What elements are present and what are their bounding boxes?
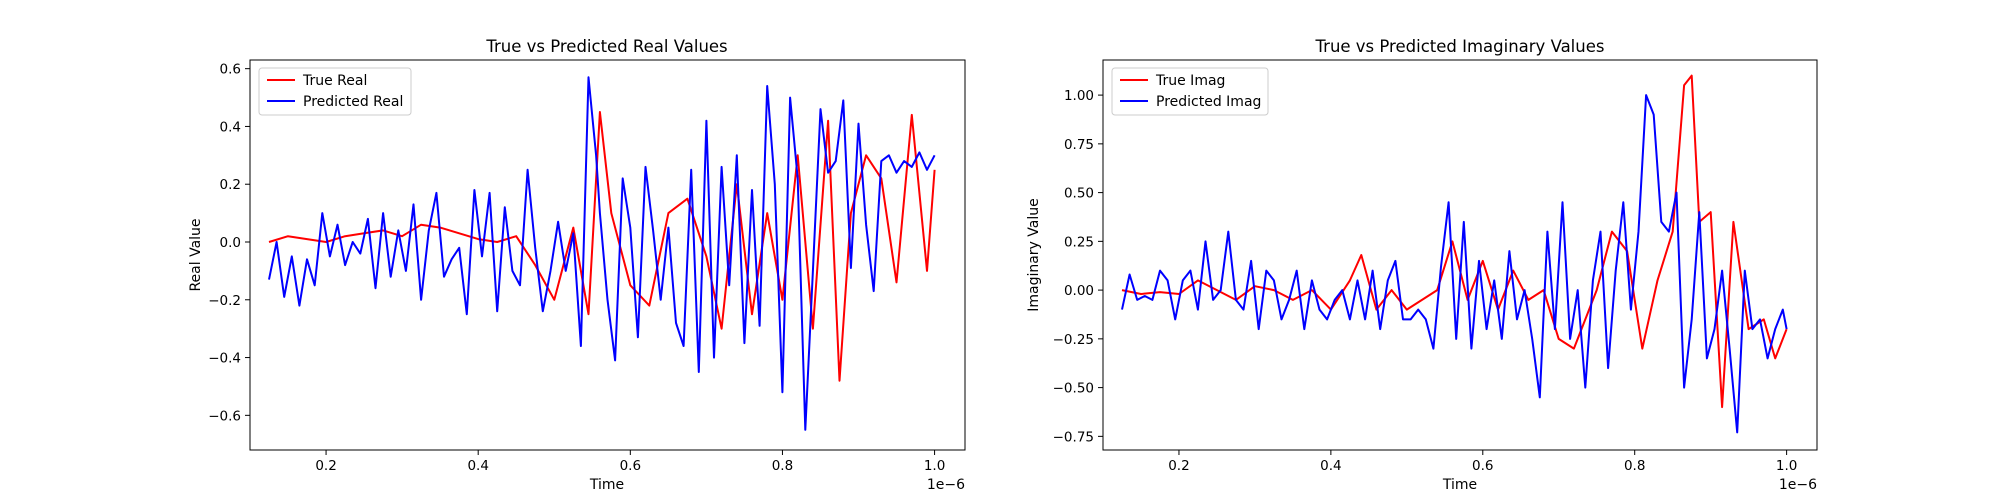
y-tick-label: 0.75 — [1064, 137, 1094, 153]
series-line-true-real — [268, 111, 936, 382]
x-tick-label: 0.8 — [772, 458, 793, 474]
x-axis-label: Time — [1442, 477, 1477, 493]
legend-label-predicted-imag: Predicted Imag — [1156, 94, 1261, 110]
x-tick-label: 1.0 — [1776, 458, 1797, 474]
y-tick-label: −0.25 — [1053, 332, 1094, 348]
x-axis-ticks: 0.2 0.4 0.6 0.8 1.0 — [1168, 450, 1797, 474]
y-tick-label: 0.4 — [220, 119, 241, 135]
y-tick-label: −0.2 — [208, 293, 241, 309]
axes-frame — [1102, 59, 1818, 451]
x-axis-ticks: 0.2 0.4 0.6 0.8 1.0 — [315, 450, 945, 474]
y-tick-label: −0.75 — [1053, 429, 1094, 445]
y-tick-label: 0.6 — [220, 62, 241, 78]
legend-label-true-real: True Real — [302, 73, 367, 89]
x-tick-label: 0.6 — [1472, 458, 1493, 474]
chart-title: True vs Predicted Real Values — [485, 37, 727, 56]
y-tick-label: −0.4 — [208, 351, 241, 367]
y-tick-label: −0.6 — [208, 408, 241, 424]
series-line-predicted-real — [268, 76, 936, 431]
x-tick-label: 1.0 — [924, 458, 945, 474]
legend: True Real Predicted Real — [258, 67, 412, 116]
y-tick-label: −0.50 — [1053, 381, 1094, 397]
y-tick-label: 0.50 — [1064, 186, 1094, 202]
x-tick-label: 0.2 — [1168, 458, 1189, 474]
x-tick-label: 0.6 — [620, 458, 641, 474]
plot-area — [268, 76, 936, 431]
y-tick-label: 0.2 — [220, 177, 241, 193]
y-tick-label: 0.25 — [1064, 234, 1094, 250]
x-axis-offset-label: 1e−6 — [1779, 477, 1817, 493]
legend: True Imag Predicted Imag — [1111, 67, 1269, 116]
axes-frame — [249, 59, 966, 451]
y-tick-label: 1.00 — [1064, 88, 1094, 104]
y-tick-label: 0.00 — [1064, 283, 1094, 299]
imaginary-values-chart: True vs Predicted Imaginary Values 0.2 0.… — [1026, 37, 1818, 493]
x-tick-label: 0.4 — [467, 458, 488, 474]
y-axis-ticks: −0.6 −0.4 −0.2 0.0 0.2 0.4 0.6 — [208, 62, 250, 424]
x-tick-label: 0.4 — [1320, 458, 1341, 474]
y-tick-label: 0.0 — [220, 235, 241, 251]
real-values-chart: True vs Predicted Real Values 0.2 0.4 0.6 0… — [188, 37, 966, 493]
legend-label-true-imag: True Imag — [1155, 73, 1225, 89]
plot-area — [1121, 74, 1788, 434]
x-tick-label: 0.8 — [1624, 458, 1645, 474]
x-axis-label: Time — [589, 477, 624, 493]
legend-box — [258, 67, 412, 116]
y-axis-ticks: −0.75 −0.50 −0.25 0.00 0.25 0.50 0.75 1.00 — [1053, 88, 1103, 445]
chart-title: True vs Predicted Imaginary Values — [1315, 37, 1605, 56]
y-axis-label: Real Value — [188, 218, 204, 291]
series-line-predicted-imag — [1121, 94, 1788, 434]
x-tick-label: 0.2 — [315, 458, 336, 474]
legend-label-predicted-real: Predicted Real — [303, 94, 403, 110]
y-axis-label: Imaginary Value — [1026, 198, 1042, 312]
legend-box — [1111, 67, 1269, 116]
x-axis-offset-label: 1e−6 — [927, 477, 965, 493]
